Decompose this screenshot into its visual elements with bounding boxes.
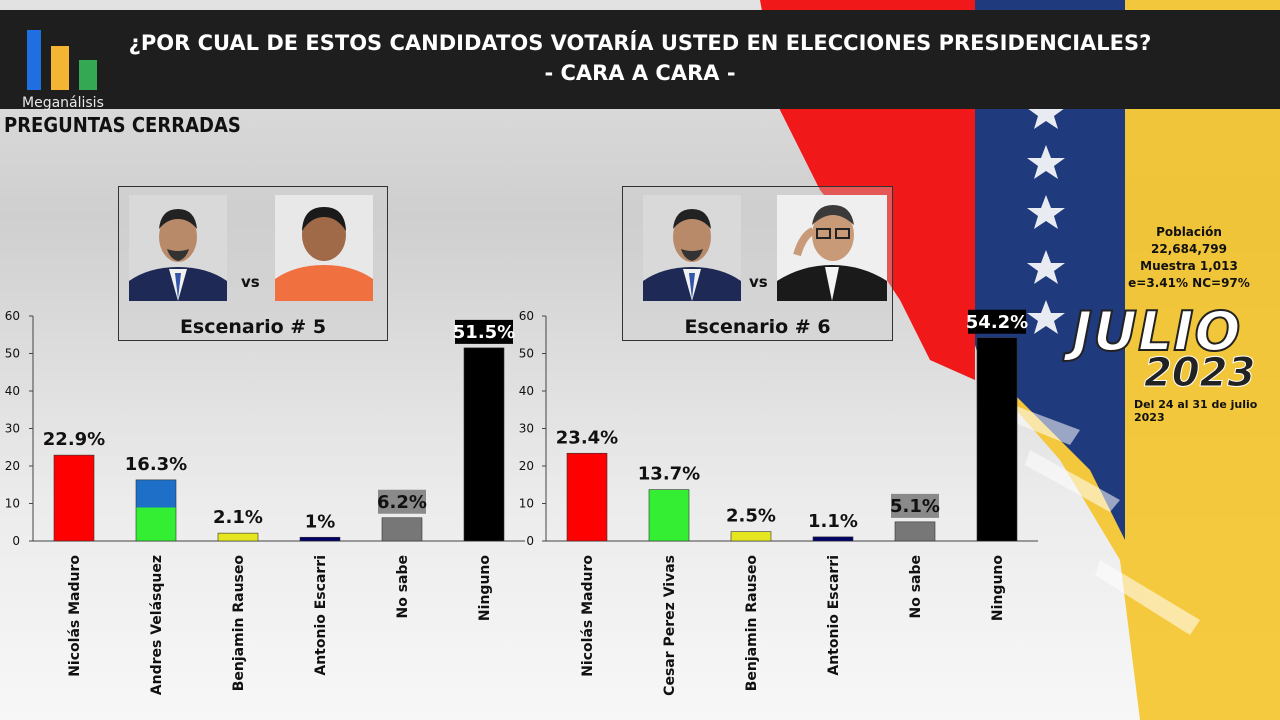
bar	[299, 536, 341, 542]
y-tick-label: 30	[519, 422, 534, 436]
y-tick-label: 60	[519, 309, 534, 323]
survey-period: Del 24 al 31 de julio 2023	[1134, 398, 1258, 424]
y-tick-label: 60	[5, 309, 20, 323]
y-tick-label: 40	[519, 384, 534, 398]
data-label: 1.1%	[808, 511, 858, 532]
data-label: 5.1%	[890, 496, 940, 517]
category-label: Ninguno	[990, 555, 1006, 621]
scenario-6-label: Escenario # 6	[684, 316, 831, 338]
poblacion-value: 22,684,799	[1151, 242, 1227, 256]
data-label: 13.7%	[638, 464, 700, 485]
y-tick-label: 0	[526, 534, 534, 548]
bar	[812, 536, 854, 542]
data-label: 2.1%	[213, 507, 263, 528]
y-tick-label: 40	[5, 384, 20, 398]
logo-text: Meganálisis	[22, 95, 104, 111]
category-label: No sabe	[908, 555, 924, 619]
page-title: ¿POR CUAL DE ESTOS CANDIDATOS VOTARÍA US…	[128, 31, 1152, 55]
y-tick-label: 50	[519, 347, 534, 361]
data-label: 22.9%	[43, 429, 105, 450]
year-badge: 2023	[1143, 350, 1256, 397]
vs-label: vs	[241, 273, 260, 291]
poblacion-label: Población	[1156, 225, 1222, 239]
y-tick-label: 20	[519, 459, 534, 473]
candidate-portrait-perez-vivas	[777, 195, 887, 301]
bar	[381, 517, 423, 542]
bar	[730, 531, 772, 542]
y-tick-label: 10	[5, 497, 20, 511]
vs-label: vs	[749, 273, 768, 291]
scenario-5-box: vs Escenario # 5	[118, 186, 388, 341]
bar	[53, 454, 95, 542]
category-label: Benjamin Rauseo	[744, 555, 760, 692]
page-title-secondary: - CARA A CARA -	[544, 61, 736, 85]
data-label-box	[891, 493, 939, 518]
data-label: 16.3%	[125, 454, 187, 475]
bar	[566, 452, 608, 542]
bar	[135, 479, 177, 542]
category-label: Nicolás Maduro	[580, 555, 596, 677]
category-label: Antonio Escarri	[826, 555, 842, 676]
month-badge: JULIO	[1071, 299, 1242, 364]
candidate-portrait-velasquez	[275, 195, 373, 301]
y-tick-label: 30	[5, 422, 20, 436]
bar	[217, 532, 259, 542]
category-label: Cesar Perez Vivas	[662, 555, 678, 696]
data-label: 54.2%	[966, 312, 1028, 333]
category-label: Andres Velásquez	[149, 555, 165, 695]
y-tick-label: 20	[5, 459, 20, 473]
category-label: No sabe	[395, 555, 411, 619]
data-label: 23.4%	[556, 427, 618, 448]
category-label: Nicolás Maduro	[67, 555, 83, 677]
meganalisis-logo: Meganálisis	[22, 28, 104, 111]
category-label: Antonio Escarri	[313, 555, 329, 676]
candidate-portrait-maduro	[129, 195, 227, 301]
y-tick-label: 10	[519, 497, 534, 511]
y-tick-label: 0	[12, 534, 20, 548]
scenario-5-label: Escenario # 5	[179, 316, 327, 338]
muestra-value: Muestra 1,013	[1140, 259, 1238, 273]
scenario-6-box: vs Escenario # 6	[622, 186, 893, 341]
data-label: 2.5%	[726, 506, 776, 527]
data-label-box	[968, 309, 1026, 334]
section-subtitle: PREGUNTAS CERRADAS	[4, 113, 241, 137]
y-tick-label: 50	[5, 347, 20, 361]
data-label: 1%	[305, 511, 336, 532]
bar	[976, 337, 1018, 542]
error-margin: e=3.41% NC=97%	[1128, 276, 1250, 290]
bar	[894, 521, 936, 542]
category-label: Ninguno	[477, 555, 493, 621]
data-label: 6.2%	[377, 492, 427, 513]
data-label-box	[455, 319, 513, 344]
header-bar: Meganálisis	[0, 10, 1280, 111]
bar	[648, 489, 690, 542]
bar	[463, 347, 505, 542]
candidate-portrait-maduro	[643, 195, 741, 301]
data-label-box	[378, 489, 426, 514]
data-label: 51.5%	[453, 322, 515, 343]
sample-info: Población 22,684,799 Muestra 1,013 e=3.4…	[1124, 224, 1254, 292]
category-label: Benjamin Rauseo	[231, 555, 247, 692]
